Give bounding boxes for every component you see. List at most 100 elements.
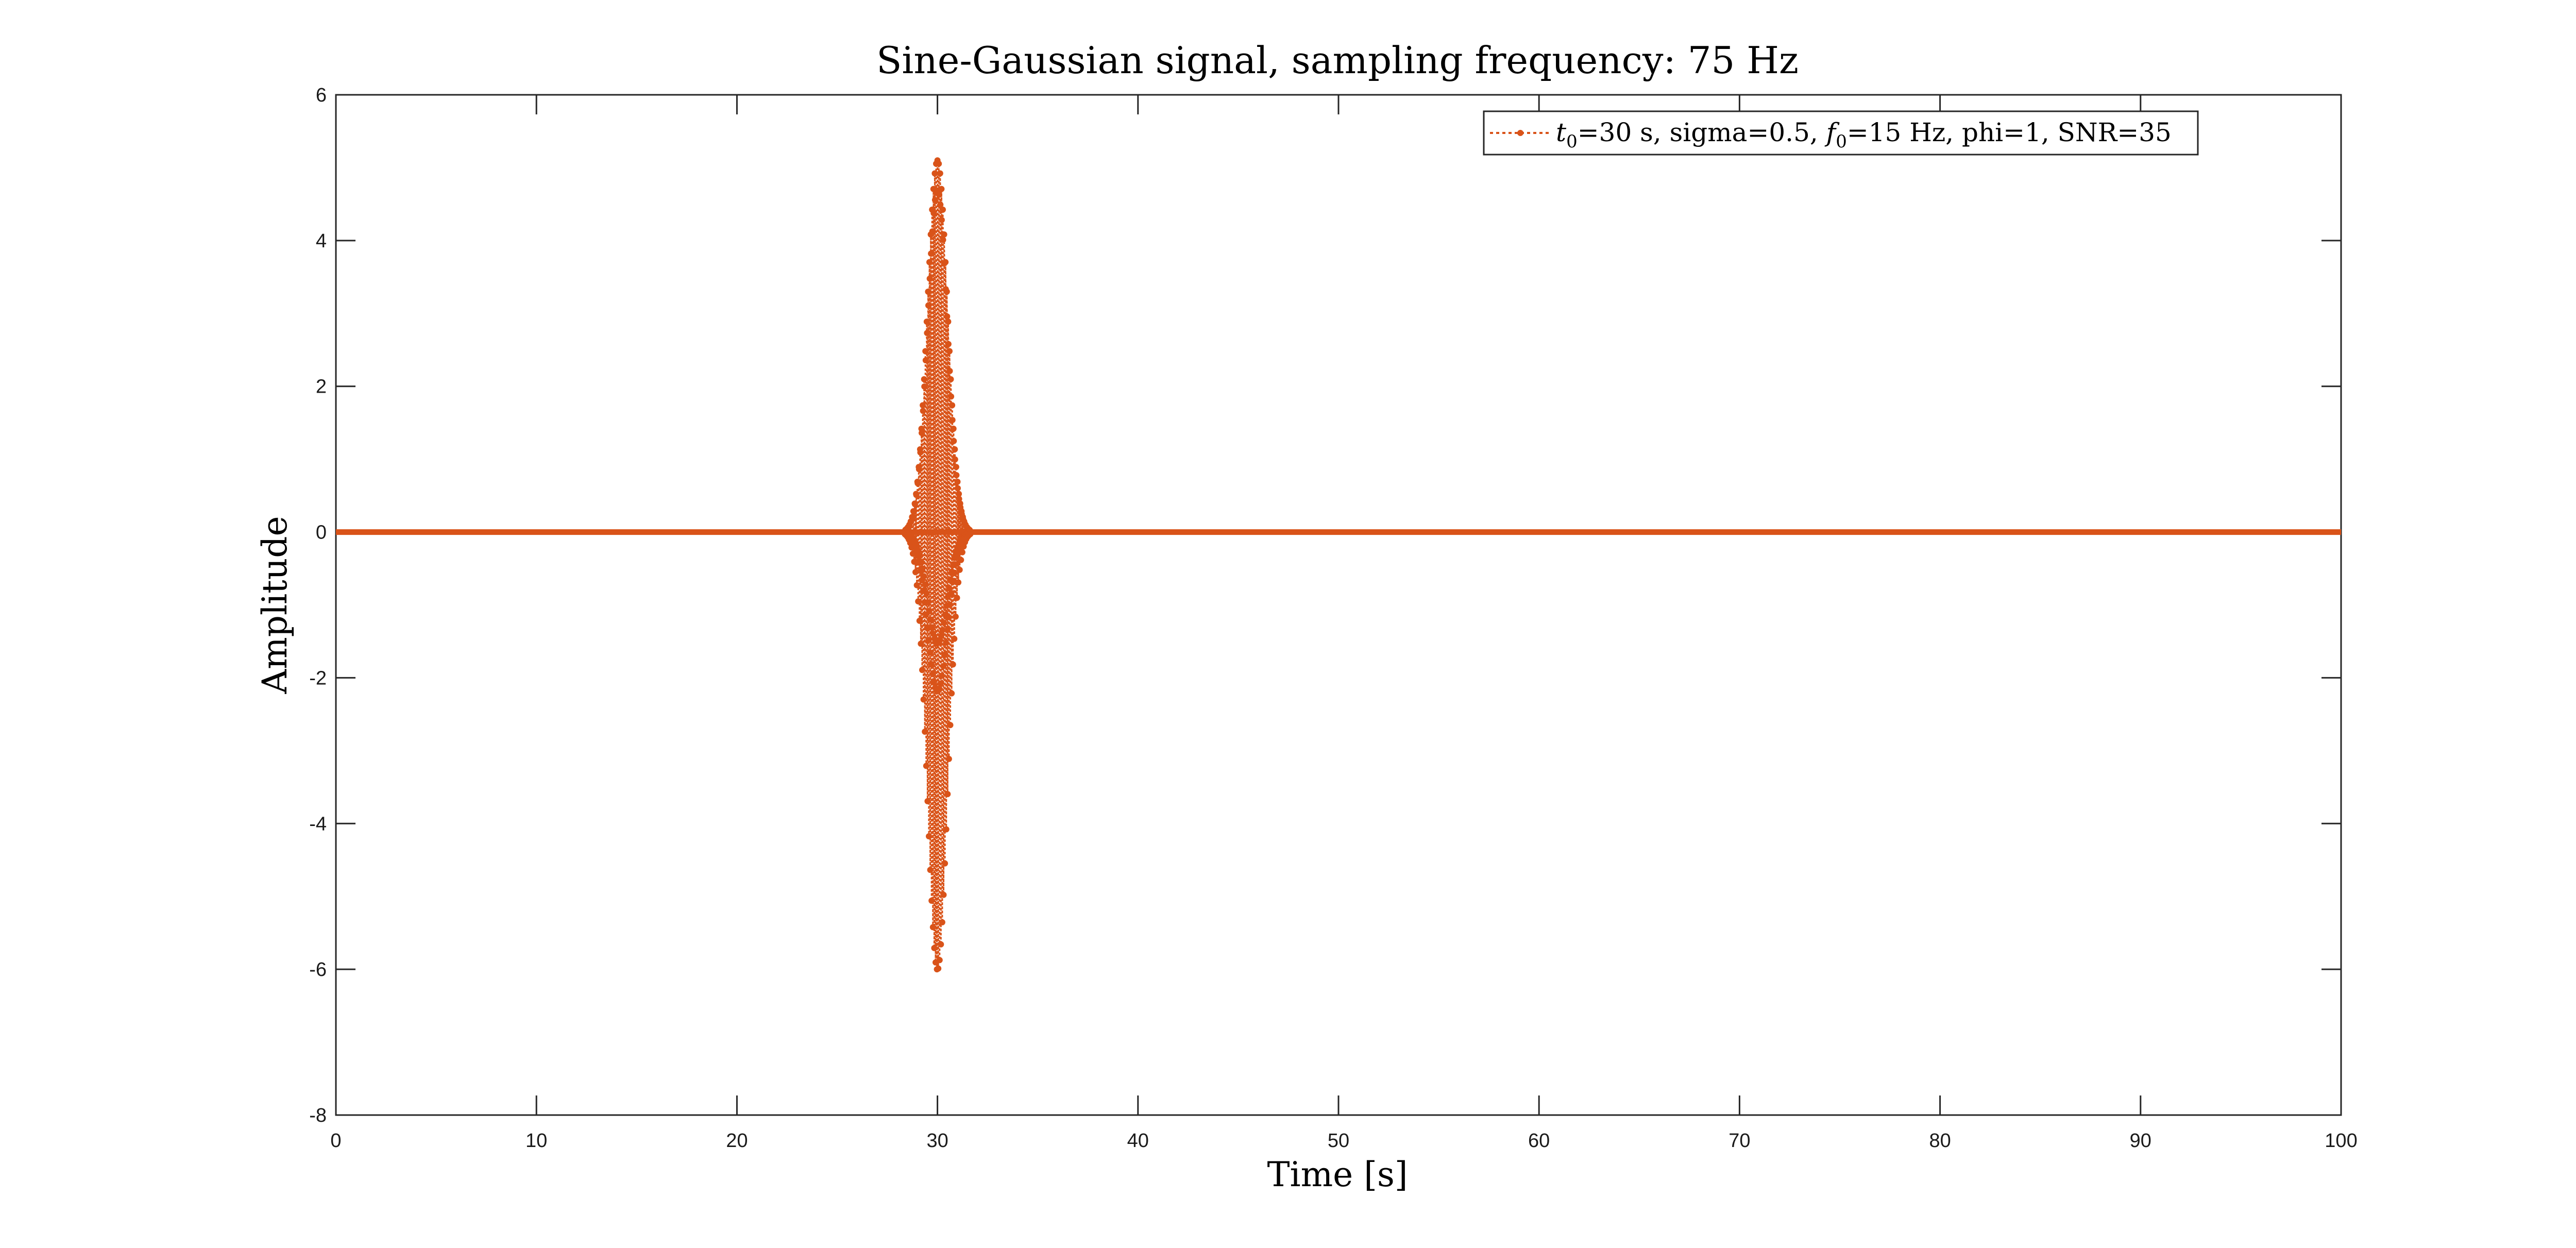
data-point — [937, 201, 944, 208]
data-point — [926, 275, 933, 282]
x-tick-label: 60 — [1528, 1130, 1550, 1152]
data-point — [923, 763, 929, 769]
data-point — [927, 649, 934, 656]
legend-box — [1483, 110, 2199, 156]
data-point — [940, 237, 946, 243]
data-point — [917, 449, 924, 456]
y-tick-label: 4 — [316, 230, 327, 252]
data-point — [941, 619, 947, 626]
y-tick-label: 0 — [316, 522, 327, 544]
data-point — [924, 330, 930, 336]
data-point — [945, 614, 952, 620]
legend-t-subscript: 0 — [1566, 131, 1578, 152]
data-point — [952, 456, 958, 463]
data-point — [929, 671, 936, 678]
legend-f-subscript: 0 — [1836, 131, 1847, 152]
data-point — [912, 501, 918, 508]
data-point — [948, 690, 955, 697]
data-point — [940, 206, 946, 213]
data-point — [939, 672, 945, 679]
y-axis-label: Amplitude — [255, 516, 295, 694]
y-tick-label: -2 — [309, 667, 327, 689]
data-point — [936, 957, 943, 964]
data-point — [946, 585, 953, 592]
data-point — [950, 661, 956, 668]
data-point — [945, 341, 952, 347]
data-point — [940, 891, 947, 898]
data-point — [939, 627, 946, 633]
x-tick-label: 100 — [2325, 1130, 2357, 1152]
data-point — [952, 561, 959, 568]
x-tick-label: 10 — [526, 1130, 547, 1152]
data-point — [955, 579, 962, 586]
data-point — [920, 402, 926, 409]
data-point — [956, 496, 962, 502]
data-point — [928, 661, 935, 667]
data-point — [940, 663, 946, 669]
data-point — [938, 941, 944, 948]
data-point — [916, 466, 922, 473]
data-point — [947, 722, 954, 729]
legend-marker-swatch — [1517, 130, 1523, 136]
data-point — [946, 368, 953, 374]
data-point — [919, 667, 925, 673]
data-point — [929, 228, 936, 235]
data-point — [931, 197, 938, 203]
data-point — [917, 552, 923, 559]
data-point — [941, 652, 948, 659]
data-point — [922, 581, 928, 588]
data-point — [913, 582, 920, 588]
data-point — [921, 376, 927, 382]
data-point — [941, 231, 947, 238]
data-point — [956, 491, 962, 497]
data-point — [922, 729, 928, 735]
data-point — [944, 627, 951, 633]
x-tick-label: 20 — [726, 1130, 748, 1152]
data-point — [951, 437, 957, 444]
data-point — [938, 633, 944, 639]
data-point — [928, 624, 935, 631]
x-tick-label: 70 — [1728, 1130, 1750, 1152]
data-point — [931, 170, 938, 177]
data-point — [927, 616, 934, 623]
data-point — [927, 867, 934, 873]
data-point — [954, 479, 961, 485]
data-point — [938, 216, 945, 223]
data-point — [953, 472, 960, 479]
legend-t-rest: =30 s, sigma=0.5, — [1578, 117, 1826, 147]
data-point — [920, 696, 927, 703]
data-point — [916, 617, 923, 624]
data-point — [937, 680, 944, 687]
x-axis: 0 10 20 30 40 50 60 70 80 90 100 — [330, 95, 2358, 1152]
y-tick-label: 6 — [316, 85, 327, 106]
x-axis-label: Time [s] — [1267, 1155, 1408, 1194]
data-point — [936, 160, 942, 167]
data-point — [936, 191, 942, 198]
data-point — [918, 640, 924, 647]
data-point — [928, 898, 935, 904]
x-tick-label: 40 — [1127, 1130, 1149, 1152]
data-point — [924, 798, 931, 804]
data-point — [925, 637, 932, 644]
data-point — [931, 945, 938, 951]
data-point — [913, 492, 920, 498]
series-layer — [336, 157, 2341, 973]
data-point — [929, 924, 936, 931]
data-point — [924, 599, 931, 605]
x-tick-label: 90 — [2130, 1130, 2151, 1152]
data-point — [967, 531, 974, 537]
data-point — [930, 210, 937, 216]
data-point — [949, 402, 956, 409]
data-point — [949, 417, 956, 424]
data-point — [926, 608, 933, 615]
data-point — [921, 573, 927, 580]
data-point — [938, 185, 945, 192]
data-point — [930, 630, 937, 637]
data-point — [956, 566, 963, 573]
data-point — [947, 376, 954, 382]
y-tick-label: 2 — [316, 376, 327, 398]
data-point — [950, 426, 957, 432]
data-point — [937, 170, 943, 177]
data-point — [943, 826, 950, 833]
